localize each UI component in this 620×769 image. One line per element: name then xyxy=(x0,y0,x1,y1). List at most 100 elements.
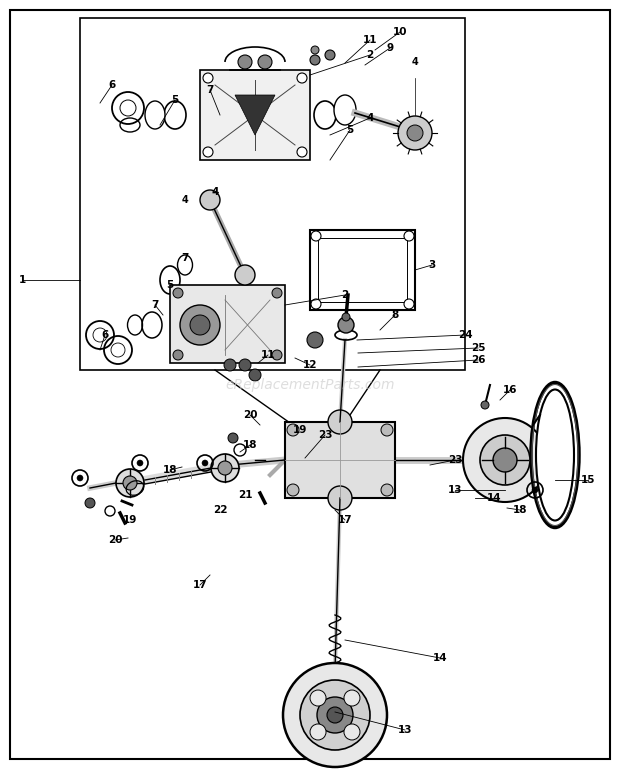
Circle shape xyxy=(328,486,352,510)
Text: 1: 1 xyxy=(19,275,25,285)
Circle shape xyxy=(407,125,423,141)
Text: 11: 11 xyxy=(363,35,377,45)
Text: 9: 9 xyxy=(386,43,394,53)
Circle shape xyxy=(338,317,354,333)
Circle shape xyxy=(173,288,183,298)
Text: 4: 4 xyxy=(412,57,418,67)
Circle shape xyxy=(481,401,489,409)
Bar xyxy=(80,18,465,370)
Text: 8: 8 xyxy=(391,310,399,320)
Text: 5: 5 xyxy=(171,95,179,105)
Text: 5: 5 xyxy=(347,125,353,135)
Circle shape xyxy=(116,469,144,497)
Circle shape xyxy=(381,424,393,436)
Circle shape xyxy=(327,707,343,723)
Circle shape xyxy=(342,313,350,321)
Circle shape xyxy=(235,265,255,285)
Circle shape xyxy=(180,305,220,345)
Text: 23: 23 xyxy=(448,455,463,465)
Circle shape xyxy=(218,461,232,475)
Text: 19: 19 xyxy=(293,425,307,435)
Circle shape xyxy=(287,424,299,436)
Ellipse shape xyxy=(334,95,356,125)
Text: 12: 12 xyxy=(303,360,317,370)
Circle shape xyxy=(532,487,538,493)
Text: 25: 25 xyxy=(471,343,485,353)
Circle shape xyxy=(328,410,352,434)
Circle shape xyxy=(310,724,326,740)
Text: 20: 20 xyxy=(108,535,122,545)
Text: 26: 26 xyxy=(471,355,485,365)
Circle shape xyxy=(300,680,370,750)
Circle shape xyxy=(398,116,432,150)
Text: 4: 4 xyxy=(366,113,374,123)
Circle shape xyxy=(311,46,319,54)
Circle shape xyxy=(272,350,282,360)
Text: 10: 10 xyxy=(392,27,407,37)
Circle shape xyxy=(190,315,210,335)
Text: 4: 4 xyxy=(182,195,188,205)
Text: 17: 17 xyxy=(338,515,352,525)
Circle shape xyxy=(493,448,517,472)
Circle shape xyxy=(311,231,321,241)
Bar xyxy=(318,238,407,302)
Circle shape xyxy=(310,690,326,706)
Text: 2: 2 xyxy=(366,50,374,60)
Polygon shape xyxy=(235,95,275,135)
Circle shape xyxy=(228,433,238,443)
Text: 24: 24 xyxy=(458,330,472,340)
Bar xyxy=(310,230,415,310)
Text: 11: 11 xyxy=(261,350,275,360)
Circle shape xyxy=(311,299,321,309)
Circle shape xyxy=(203,147,213,157)
Circle shape xyxy=(317,697,353,733)
Circle shape xyxy=(258,55,272,69)
Bar xyxy=(285,422,395,498)
Text: 5: 5 xyxy=(166,280,174,290)
Circle shape xyxy=(137,460,143,466)
Text: 16: 16 xyxy=(503,385,517,395)
Circle shape xyxy=(297,73,307,83)
Circle shape xyxy=(239,359,251,371)
Text: 2: 2 xyxy=(342,290,348,300)
Circle shape xyxy=(463,418,547,502)
Circle shape xyxy=(307,332,323,348)
Circle shape xyxy=(123,476,137,490)
Text: 13: 13 xyxy=(448,485,463,495)
Circle shape xyxy=(85,498,95,508)
Circle shape xyxy=(404,231,414,241)
Text: 7: 7 xyxy=(181,253,188,263)
Text: 23: 23 xyxy=(317,430,332,440)
Circle shape xyxy=(325,50,335,60)
Text: eReplacementParts.com: eReplacementParts.com xyxy=(225,378,395,391)
Text: 7: 7 xyxy=(151,300,159,310)
Circle shape xyxy=(287,484,299,496)
Circle shape xyxy=(211,454,239,482)
Circle shape xyxy=(203,73,213,83)
Circle shape xyxy=(202,460,208,466)
Bar xyxy=(200,70,310,160)
Circle shape xyxy=(200,190,220,210)
Text: 21: 21 xyxy=(237,490,252,500)
Text: 17: 17 xyxy=(193,580,207,590)
Circle shape xyxy=(297,147,307,157)
Text: 14: 14 xyxy=(487,493,502,503)
Text: 6: 6 xyxy=(108,80,115,90)
Text: 4: 4 xyxy=(211,187,219,197)
Text: 3: 3 xyxy=(428,260,436,270)
Text: 7: 7 xyxy=(206,85,214,95)
Text: 22: 22 xyxy=(213,505,228,515)
Circle shape xyxy=(249,369,261,381)
Circle shape xyxy=(310,55,320,65)
Ellipse shape xyxy=(536,390,574,521)
Text: 18: 18 xyxy=(243,440,257,450)
Circle shape xyxy=(224,359,236,371)
Text: 15: 15 xyxy=(581,475,595,485)
Text: 19: 19 xyxy=(123,515,137,525)
Text: 20: 20 xyxy=(243,410,257,420)
Text: 14: 14 xyxy=(433,653,447,663)
Circle shape xyxy=(173,350,183,360)
Text: 13: 13 xyxy=(398,725,412,735)
Circle shape xyxy=(480,435,530,485)
Text: 6: 6 xyxy=(102,330,108,340)
